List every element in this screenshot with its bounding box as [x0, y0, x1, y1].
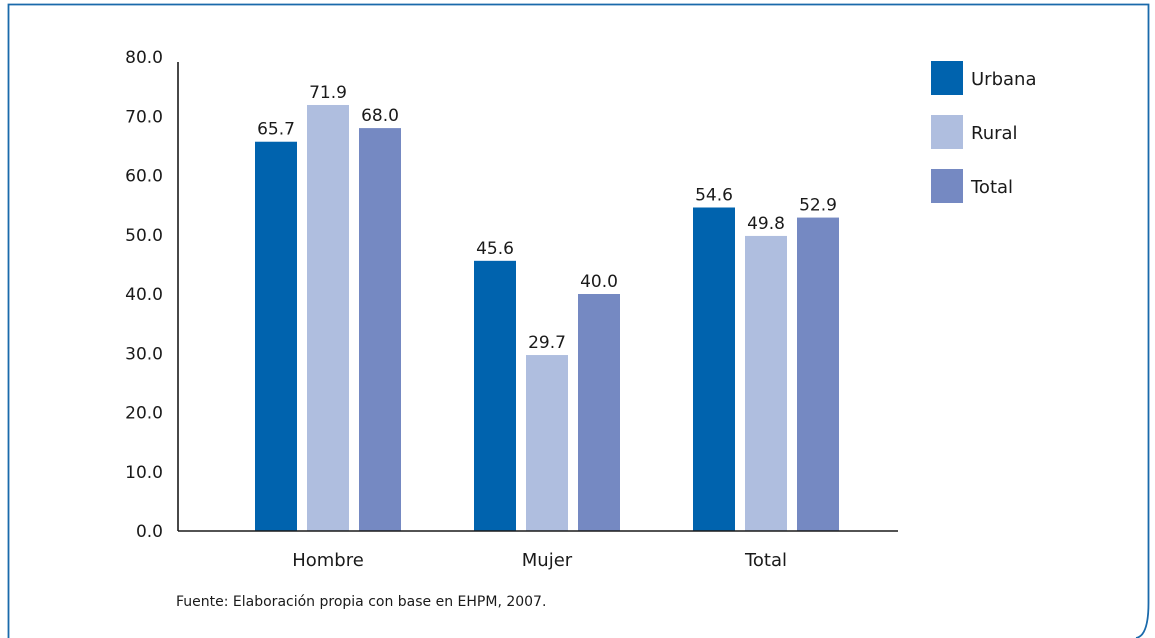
bar-value-label: 29.7: [528, 333, 566, 353]
legend-swatch: [931, 115, 963, 149]
bars: [255, 104, 839, 532]
y-tick-label: 80.0: [125, 48, 163, 68]
bar: [693, 207, 735, 531]
bar-value-label: 68.0: [361, 106, 399, 126]
bar-value-label: 71.9: [309, 83, 347, 103]
bar-value-label: 52.9: [799, 196, 837, 216]
source-note: Fuente: Elaboración propia con base en E…: [176, 594, 547, 610]
frame-border: [7, 3, 1150, 638]
y-tick-label: 40.0: [125, 285, 163, 305]
legend: Urbana Rural Total: [931, 61, 1036, 203]
bar-value-label: 40.0: [580, 272, 618, 292]
y-tick-label: 50.0: [125, 226, 163, 246]
bar: [307, 104, 349, 532]
y-tick-label: 60.0: [125, 167, 163, 187]
bar-value-label: 49.8: [747, 214, 785, 234]
legend-swatch: [931, 169, 963, 203]
bar-value-label: 45.6: [476, 239, 514, 259]
y-axis-ticks: 0.0 10.0 20.0 30.0 40.0 50.0 60.0 70.0 80.0: [125, 48, 163, 542]
category-labels: Hombre Mujer Total: [292, 550, 787, 571]
legend-swatch: [931, 61, 963, 95]
category-label: Hombre: [292, 550, 364, 571]
category-label: Total: [744, 550, 787, 571]
bar: [359, 128, 401, 531]
y-tick-label: 30.0: [125, 344, 163, 364]
y-tick-label: 0.0: [136, 522, 163, 542]
legend-label: Urbana: [971, 69, 1036, 90]
bar: [745, 235, 787, 531]
bar-value-label: 54.6: [695, 185, 733, 205]
category-label: Mujer: [522, 550, 573, 571]
y-tick-label: 70.0: [125, 107, 163, 127]
bar: [578, 294, 620, 531]
bar: [797, 217, 839, 531]
bar: [255, 141, 297, 532]
legend-label: Rural: [971, 123, 1018, 144]
y-tick-label: 10.0: [125, 463, 163, 483]
bar: [526, 355, 568, 531]
legend-label: Total: [970, 177, 1013, 198]
bar: [474, 260, 516, 531]
bar-value-label: 65.7: [257, 120, 295, 140]
data-labels: 65.7 45.6 54.6 71.9 29.7 49.8 68.0 40.0 52.9: [257, 83, 837, 353]
y-tick-label: 20.0: [125, 404, 163, 424]
